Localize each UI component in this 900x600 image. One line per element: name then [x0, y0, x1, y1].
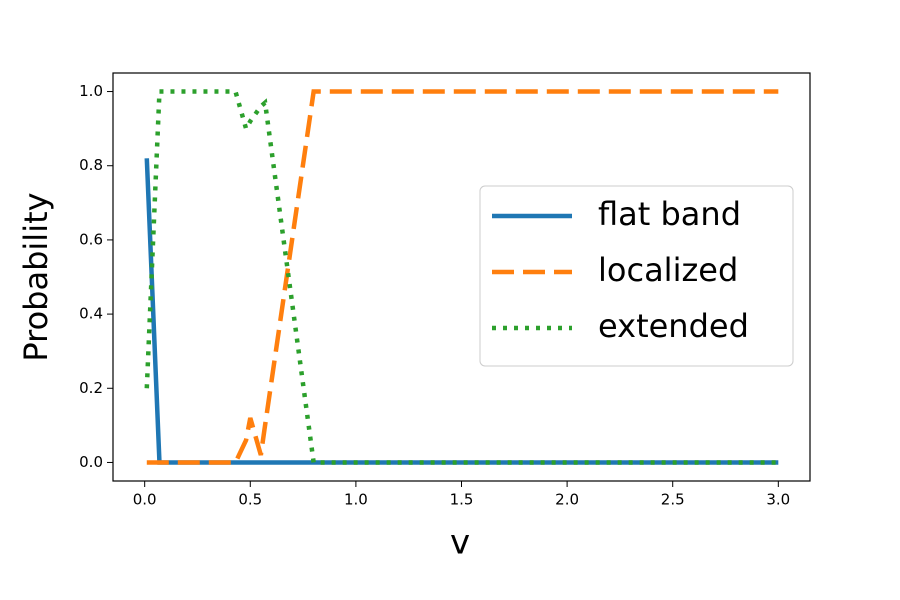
series-line [146, 89, 779, 465]
y-tick-label: 1.0 [79, 82, 103, 100]
legend-label: flat band [598, 195, 741, 233]
legend-label: localized [598, 251, 738, 289]
y-tick-label: 0.0 [79, 453, 103, 471]
x-tick-label: 1.5 [450, 491, 474, 509]
x-tick-label: 0.0 [133, 491, 157, 509]
legend-label: extended [598, 307, 749, 345]
y-tick-label: 0.2 [79, 379, 103, 397]
x-tick-label: 3.0 [766, 491, 790, 509]
x-tick-label: 0.5 [238, 491, 262, 509]
plot-frame [112, 72, 811, 482]
y-tick-label: 0.4 [79, 305, 103, 323]
legend-box [479, 185, 794, 367]
y-tick-label: 0.8 [79, 156, 103, 174]
x-tick-label: 2.0 [555, 491, 579, 509]
x-axis-label: v [450, 523, 470, 563]
y-tick-label: 0.6 [79, 230, 103, 248]
x-tick-label: 2.5 [661, 491, 685, 509]
x-tick-label: 1.0 [344, 491, 368, 509]
series-line [144, 89, 779, 465]
y-axis-label: Probability [17, 192, 55, 361]
